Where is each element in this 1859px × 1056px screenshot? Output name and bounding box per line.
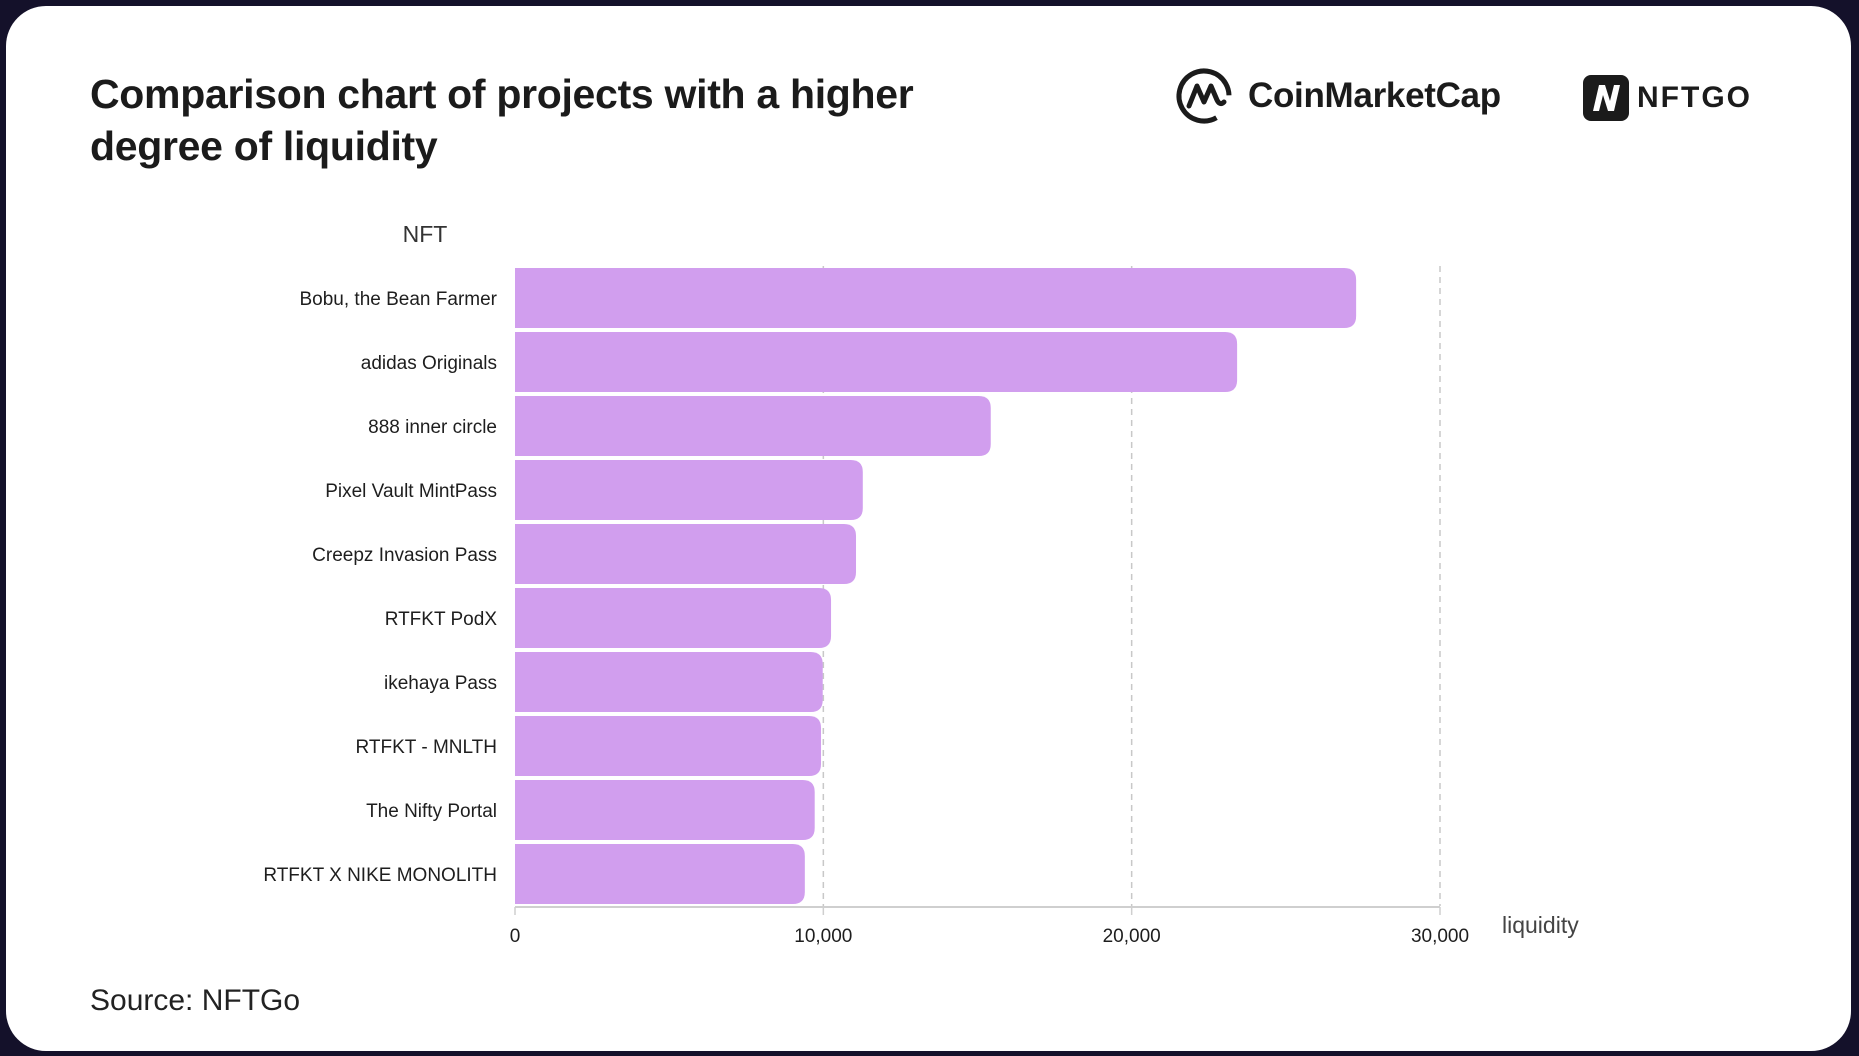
- nftgo-name: NFTGO: [1637, 81, 1752, 114]
- bar: [515, 268, 1357, 328]
- x-tick-label: 0: [510, 926, 521, 947]
- y-tick-label: Pixel Vault MintPass: [325, 481, 497, 502]
- y-axis-labels: Bobu, the Bean Farmer adidas Originals 888…: [263, 289, 497, 886]
- coinmarketcap-name: CoinMarketCap: [1248, 76, 1501, 115]
- y-tick-label: Creepz Invasion Pass: [312, 545, 497, 566]
- y-tick-label: RTFKT X NIKE MONOLITH: [263, 865, 497, 886]
- y-tick-label: RTFKT PodX: [385, 609, 498, 630]
- bar: [515, 332, 1238, 392]
- gridlines: [822, 266, 1441, 906]
- nftgo-brand: NFTGO: [1583, 74, 1752, 122]
- coinmarketcap-logo-icon: [1176, 68, 1232, 124]
- chart-title: Comparison chart of projects with a high…: [90, 71, 914, 169]
- y-axis-title: NFT: [403, 221, 448, 247]
- y-tick-label: ikehaya Pass: [384, 673, 497, 694]
- x-tick-label: 20,000: [1103, 926, 1161, 947]
- x-axis-ticks: 0 10,000 20,000 30,000: [510, 907, 1469, 947]
- y-tick-label: adidas Originals: [361, 353, 497, 374]
- bar: [515, 396, 991, 456]
- nftgo-logo-icon: [1583, 75, 1629, 121]
- bar: [515, 524, 857, 584]
- coinmarketcap-brand: CoinMarketCap: [1174, 64, 1501, 128]
- bar: [515, 780, 815, 840]
- chart-card: Comparison chart of projects with a high…: [6, 6, 1851, 1051]
- x-tick-label: 10,000: [794, 926, 852, 947]
- bar: [515, 716, 822, 776]
- y-tick-label: The Nifty Portal: [366, 801, 497, 822]
- bars: [515, 268, 1357, 904]
- y-tick-label: 888 inner circle: [368, 417, 497, 438]
- bar: [515, 652, 823, 712]
- x-axis-title: liquidity: [1502, 912, 1579, 938]
- source-note: Source: NFTGo: [90, 984, 301, 1017]
- y-tick-label: RTFKT - MNLTH: [356, 737, 497, 758]
- bar: [515, 844, 805, 904]
- bar: [515, 460, 863, 520]
- y-tick-label: Bobu, the Bean Farmer: [300, 289, 498, 310]
- x-tick-label: 30,000: [1411, 926, 1469, 947]
- bar: [515, 588, 832, 648]
